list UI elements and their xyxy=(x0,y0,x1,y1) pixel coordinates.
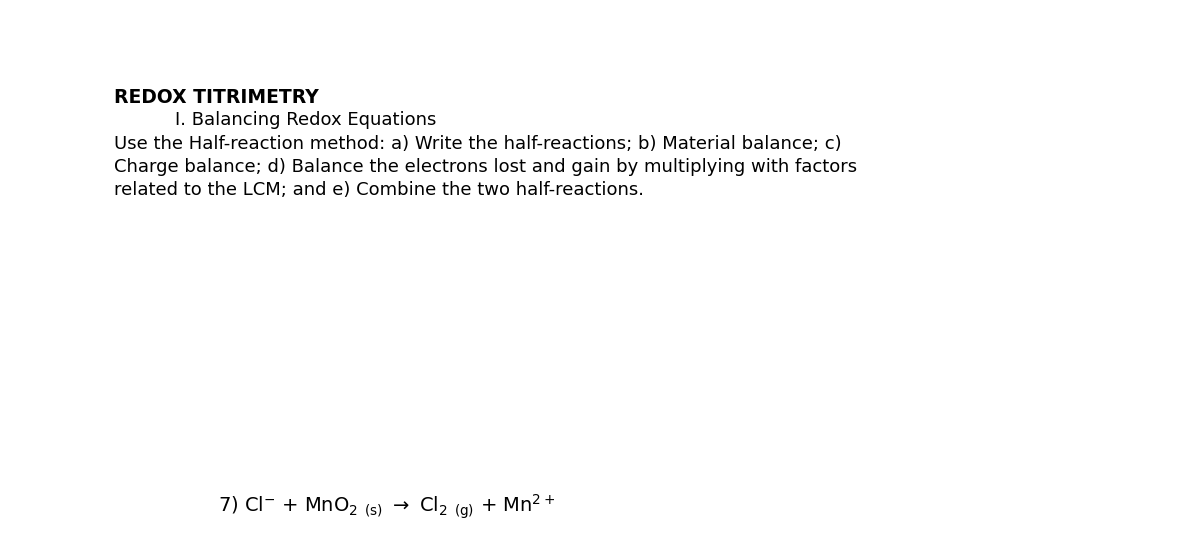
Text: Charge balance; d) Balance the electrons lost and gain by multiplying with facto: Charge balance; d) Balance the electrons… xyxy=(114,158,857,176)
Text: related to the LCM; and e) Combine the two half-reactions.: related to the LCM; and e) Combine the t… xyxy=(114,181,644,199)
Text: I. Balancing Redox Equations: I. Balancing Redox Equations xyxy=(175,111,437,129)
Text: 7) $\mathdefault{Cl^{-}}$ + $\mathdefault{MnO_2}$ $\mathdefault{_{(s)}}$ $\right: 7) $\mathdefault{Cl^{-}}$ + $\mathdefaul… xyxy=(218,493,556,522)
Text: Use the Half-reaction method: a) Write the half-reactions; b) Material balance; : Use the Half-reaction method: a) Write t… xyxy=(114,135,841,153)
Text: REDOX TITRIMETRY: REDOX TITRIMETRY xyxy=(114,88,319,107)
